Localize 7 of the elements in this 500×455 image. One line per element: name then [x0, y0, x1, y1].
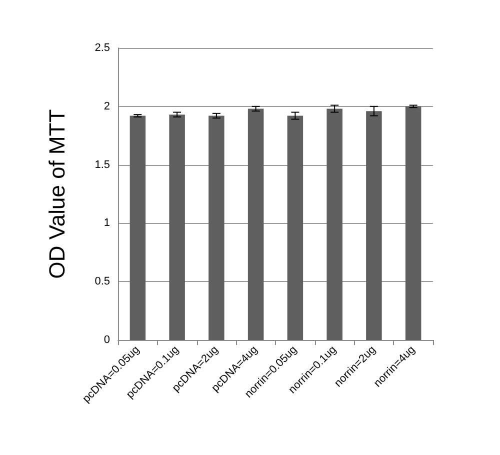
y-tick-label: 1	[104, 217, 110, 230]
y-tick-label: 2.5	[94, 42, 110, 54]
y-axis-title: OD Value of MTT	[44, 109, 70, 279]
y-tick-label: 2	[104, 100, 110, 112]
y-tick-label: 1.5	[94, 158, 110, 171]
y-tick-label: 0	[104, 334, 110, 346]
y-tick-label: 0.5	[94, 276, 110, 288]
